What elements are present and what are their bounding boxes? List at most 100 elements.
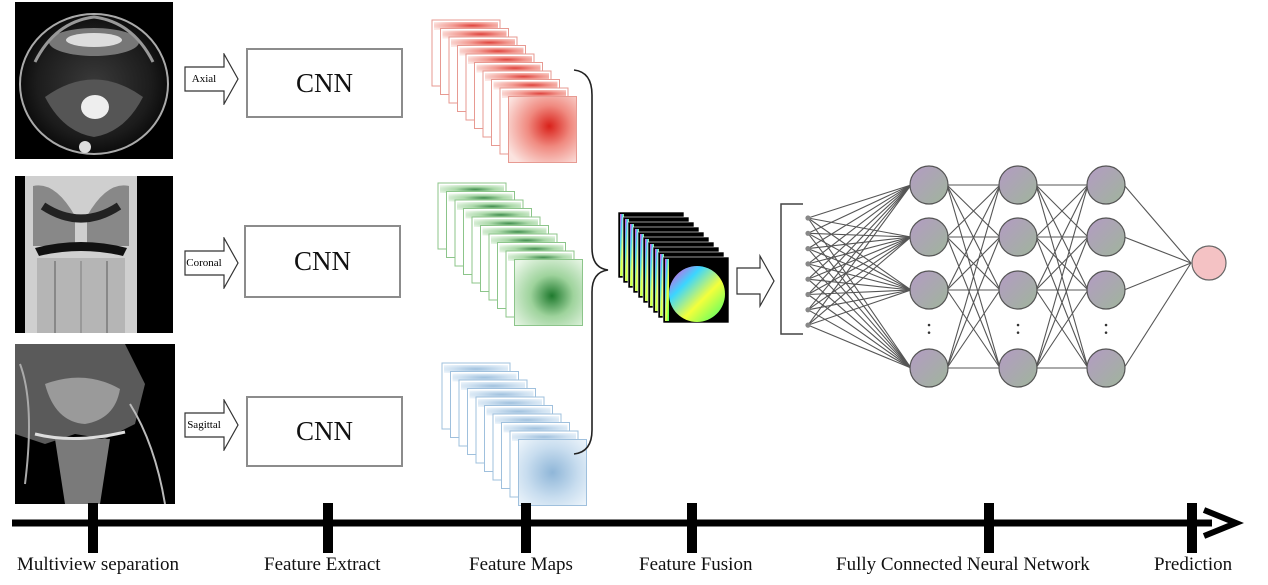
connection-line — [1035, 236, 1089, 291]
connection-line — [807, 184, 912, 311]
feature-map-axial-layer — [499, 87, 569, 155]
connection-line — [1035, 184, 1089, 369]
connection-line — [807, 232, 912, 238]
stage-label-multiview: Multiview separation — [17, 554, 179, 575]
connection-line — [807, 289, 912, 296]
feature-map-coronal-layer-edge — [440, 185, 504, 193]
input-node — [805, 322, 811, 328]
feature-map-sagittal-layer — [501, 422, 570, 489]
stage-label-feature-extract: Feature Extract — [264, 554, 381, 575]
coronal-arrow: Coronal — [184, 237, 239, 289]
feature-maps-sagittal — [441, 362, 587, 506]
feature-map-axial-layer — [482, 70, 552, 138]
fusion-arrow — [736, 253, 775, 309]
stage-label-feature-fusion: Feature Fusion — [639, 554, 753, 575]
feature-map-coronal-layer — [454, 199, 524, 267]
fused-map-layer-edge — [650, 244, 654, 306]
feature-map-coronal-layer — [497, 242, 566, 309]
connection-line — [1123, 184, 1192, 264]
connection-line — [946, 289, 1001, 369]
fused-map-layer — [662, 256, 730, 324]
axial-label: Axial — [191, 73, 217, 85]
fused-map-layer — [622, 216, 690, 284]
fused-map-layer-edge — [655, 249, 659, 311]
feature-map-axial-layer-edge — [502, 90, 566, 98]
fusion-brace — [573, 69, 609, 455]
timeline-tick — [687, 503, 697, 553]
feature-map-sagittal-layer — [509, 430, 579, 498]
connection-line — [1035, 184, 1089, 238]
connection-line — [807, 184, 912, 234]
connection-line — [807, 184, 912, 280]
cnn-box-coronal: CNN — [244, 225, 401, 298]
feature-map-coronal-layer — [471, 216, 541, 284]
connection-line — [946, 289, 1001, 369]
feature-map-coronal-layer-edge — [499, 244, 564, 253]
hidden-node — [909, 165, 949, 205]
fused-map-layer — [627, 221, 695, 289]
fully-connected-network: ::: — [805, 165, 1227, 388]
connection-line — [946, 236, 1001, 291]
hidden-node — [998, 348, 1038, 388]
fused-map-layer — [617, 211, 685, 279]
fused-map-layer-edge — [635, 229, 639, 291]
connection-line — [1035, 184, 1089, 369]
connection-line — [807, 248, 912, 369]
feature-map-sagittal-layer-edge — [461, 382, 525, 390]
feature-map-coronal-layer — [488, 233, 558, 301]
feature-map-axial-layer — [474, 62, 543, 129]
connection-line — [807, 217, 912, 291]
feature-map-sagittal-layer — [484, 405, 553, 472]
cnn-box-sagittal: CNN — [246, 396, 403, 467]
connection-line — [1035, 236, 1089, 291]
stage-label-fully-connected: Fully Connected Neural Network — [836, 554, 1090, 575]
timeline-tick — [323, 503, 333, 553]
input-node — [805, 230, 811, 236]
fused-map-layer-edge — [630, 224, 634, 286]
input-node — [805, 291, 811, 298]
connection-line — [807, 289, 912, 326]
connection-line — [807, 263, 912, 291]
connection-line — [1035, 289, 1089, 369]
connection-line — [1035, 184, 1089, 238]
stage-label-prediction: Prediction — [1154, 554, 1233, 575]
feature-maps-axial — [431, 19, 577, 163]
feature-map-coronal-layer — [505, 250, 575, 318]
layer-ellipsis: : — [1103, 314, 1109, 339]
feature-map-axial-layer — [431, 19, 501, 87]
connection-line — [1123, 262, 1192, 291]
timeline-tick — [521, 503, 531, 553]
feature-map-axial-layer-edge — [434, 22, 498, 30]
feature-map-coronal-layer-edge — [448, 193, 513, 202]
feature-map-sagittal-layer-edge — [503, 424, 568, 433]
feature-map-coronal-layer-edge — [474, 219, 538, 227]
connection-line — [946, 184, 1001, 291]
feature-map-sagittal-layer-edge — [469, 390, 534, 399]
feature-map-sagittal-layer-edge — [478, 399, 542, 407]
feature-map-coronal-layer-edge — [491, 236, 555, 244]
feature-map-sagittal-layer — [492, 413, 562, 481]
hidden-node — [998, 270, 1038, 310]
cnn-label: CNN — [293, 246, 351, 276]
stage-label-feature-maps: Feature Maps — [469, 554, 573, 575]
feature-map-sagittal-layer — [518, 439, 587, 506]
connection-line — [946, 184, 1001, 369]
input-node — [805, 215, 811, 221]
connection-line — [807, 184, 912, 250]
feature-map-coronal-layer — [437, 182, 507, 250]
axial-arrow: Axial — [184, 53, 239, 105]
fused-map-layer — [637, 231, 705, 299]
timeline-tick — [984, 503, 994, 553]
connection-line — [807, 236, 912, 280]
fused-map-layer-edge — [625, 219, 629, 281]
feature-map-axial-layer — [448, 36, 518, 104]
feature-map-axial-layer-edge — [485, 73, 549, 81]
output-node — [1191, 245, 1227, 281]
connection-line — [807, 184, 912, 219]
fused-map-layer — [657, 251, 725, 319]
connection-line — [1035, 289, 1089, 369]
connection-line — [807, 263, 912, 369]
connection-line — [807, 232, 912, 291]
feature-map-axial-layer-edge — [468, 56, 532, 64]
connection-line — [807, 217, 912, 369]
